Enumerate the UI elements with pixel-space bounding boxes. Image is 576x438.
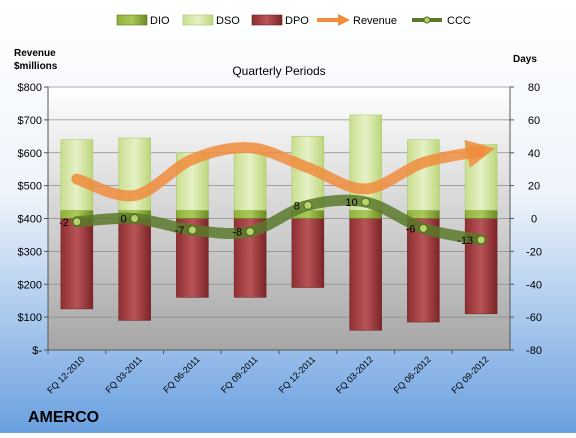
ccc-point — [72, 217, 82, 227]
bar-dpo — [60, 218, 94, 310]
ccc-data-label: -13 — [457, 235, 473, 247]
legend: DIO DSO DPO Revenue CCC — [116, 14, 471, 27]
chart-title: Quarterly Periods — [232, 64, 325, 78]
legend-marker-ccc — [423, 16, 431, 24]
left-tick-label: $600 — [18, 148, 42, 160]
bar-dio — [407, 210, 440, 219]
ccc-data-label: -8 — [232, 227, 242, 239]
left-tick-label: $400 — [18, 214, 42, 226]
left-tick-label: $500 — [18, 181, 42, 193]
right-tick-label: -80 — [526, 345, 542, 357]
ccc-data-label: 0 — [121, 214, 127, 226]
bar-dpo — [291, 218, 325, 288]
ccc-point — [418, 223, 428, 233]
left-tick-label: $100 — [18, 312, 42, 324]
company-label: AMERCO — [28, 409, 99, 426]
ccc-data-label: 10 — [345, 197, 357, 209]
legend-swatch-dio — [116, 14, 148, 26]
legend-label-ccc: CCC — [447, 15, 471, 27]
ccc-data-label: -6 — [406, 223, 416, 235]
left-tick-label: $200 — [18, 279, 42, 291]
legend-label-dso: DSO — [216, 15, 240, 27]
ccc-point — [130, 214, 140, 223]
left-axis-title-line2: $millions — [14, 61, 58, 72]
legend-item-ccc: CCC — [412, 15, 471, 27]
right-tick-label: -20 — [526, 246, 542, 258]
ccc-data-label: -2 — [59, 217, 69, 229]
legend-swatch-dso — [182, 14, 214, 26]
revenue-line — [71, 139, 496, 202]
bar-dio — [176, 210, 209, 219]
legend-label-dpo: DPO — [285, 15, 309, 27]
right-axis-title: Days — [513, 54, 537, 65]
right-tick-label: -40 — [526, 279, 542, 291]
right-tick-label: -60 — [526, 312, 542, 324]
lines-layer — [71, 139, 496, 246]
ccc-line — [71, 194, 487, 246]
ccc-data-label: -7 — [175, 225, 185, 237]
bar-dio — [233, 210, 267, 219]
ccc-point — [245, 227, 255, 237]
left-tick-label: $300 — [18, 246, 42, 258]
ccc-point — [303, 200, 313, 210]
legend-item-dpo: DPO — [251, 14, 309, 27]
bar-dpo — [118, 218, 151, 321]
bar-dso — [233, 152, 267, 211]
legend-item-dio: DIO — [116, 14, 170, 27]
legend-label-dio: DIO — [150, 15, 170, 27]
ccc-point — [476, 235, 486, 245]
left-tick-label: $700 — [18, 115, 42, 127]
bar-dso — [407, 139, 440, 211]
ccc-point — [361, 197, 371, 207]
ccc-point — [187, 225, 197, 235]
right-tick-label: 0 — [531, 214, 537, 226]
right-tick-label: 20 — [528, 181, 540, 193]
right-tick-label: 80 — [528, 82, 540, 94]
ccc-data-label: 8 — [294, 200, 300, 212]
left-tick-label: $- — [32, 345, 42, 357]
labels-layer: -2 0 -7 -8 8 10 -6 -13 — [59, 197, 473, 247]
bar-dpo — [349, 218, 382, 331]
legend-item-revenue: Revenue — [317, 14, 397, 27]
right-tick-label: 40 — [528, 148, 540, 160]
right-tick-label: 60 — [528, 115, 540, 127]
left-tick-label: $800 — [18, 82, 42, 94]
bar-dio — [464, 210, 498, 219]
legend-label-revenue: Revenue — [353, 15, 397, 27]
legend-swatch-dpo — [251, 14, 283, 26]
left-axis-title-line1: Revenue — [14, 48, 56, 59]
legend-item-dso: DSO — [182, 14, 240, 27]
